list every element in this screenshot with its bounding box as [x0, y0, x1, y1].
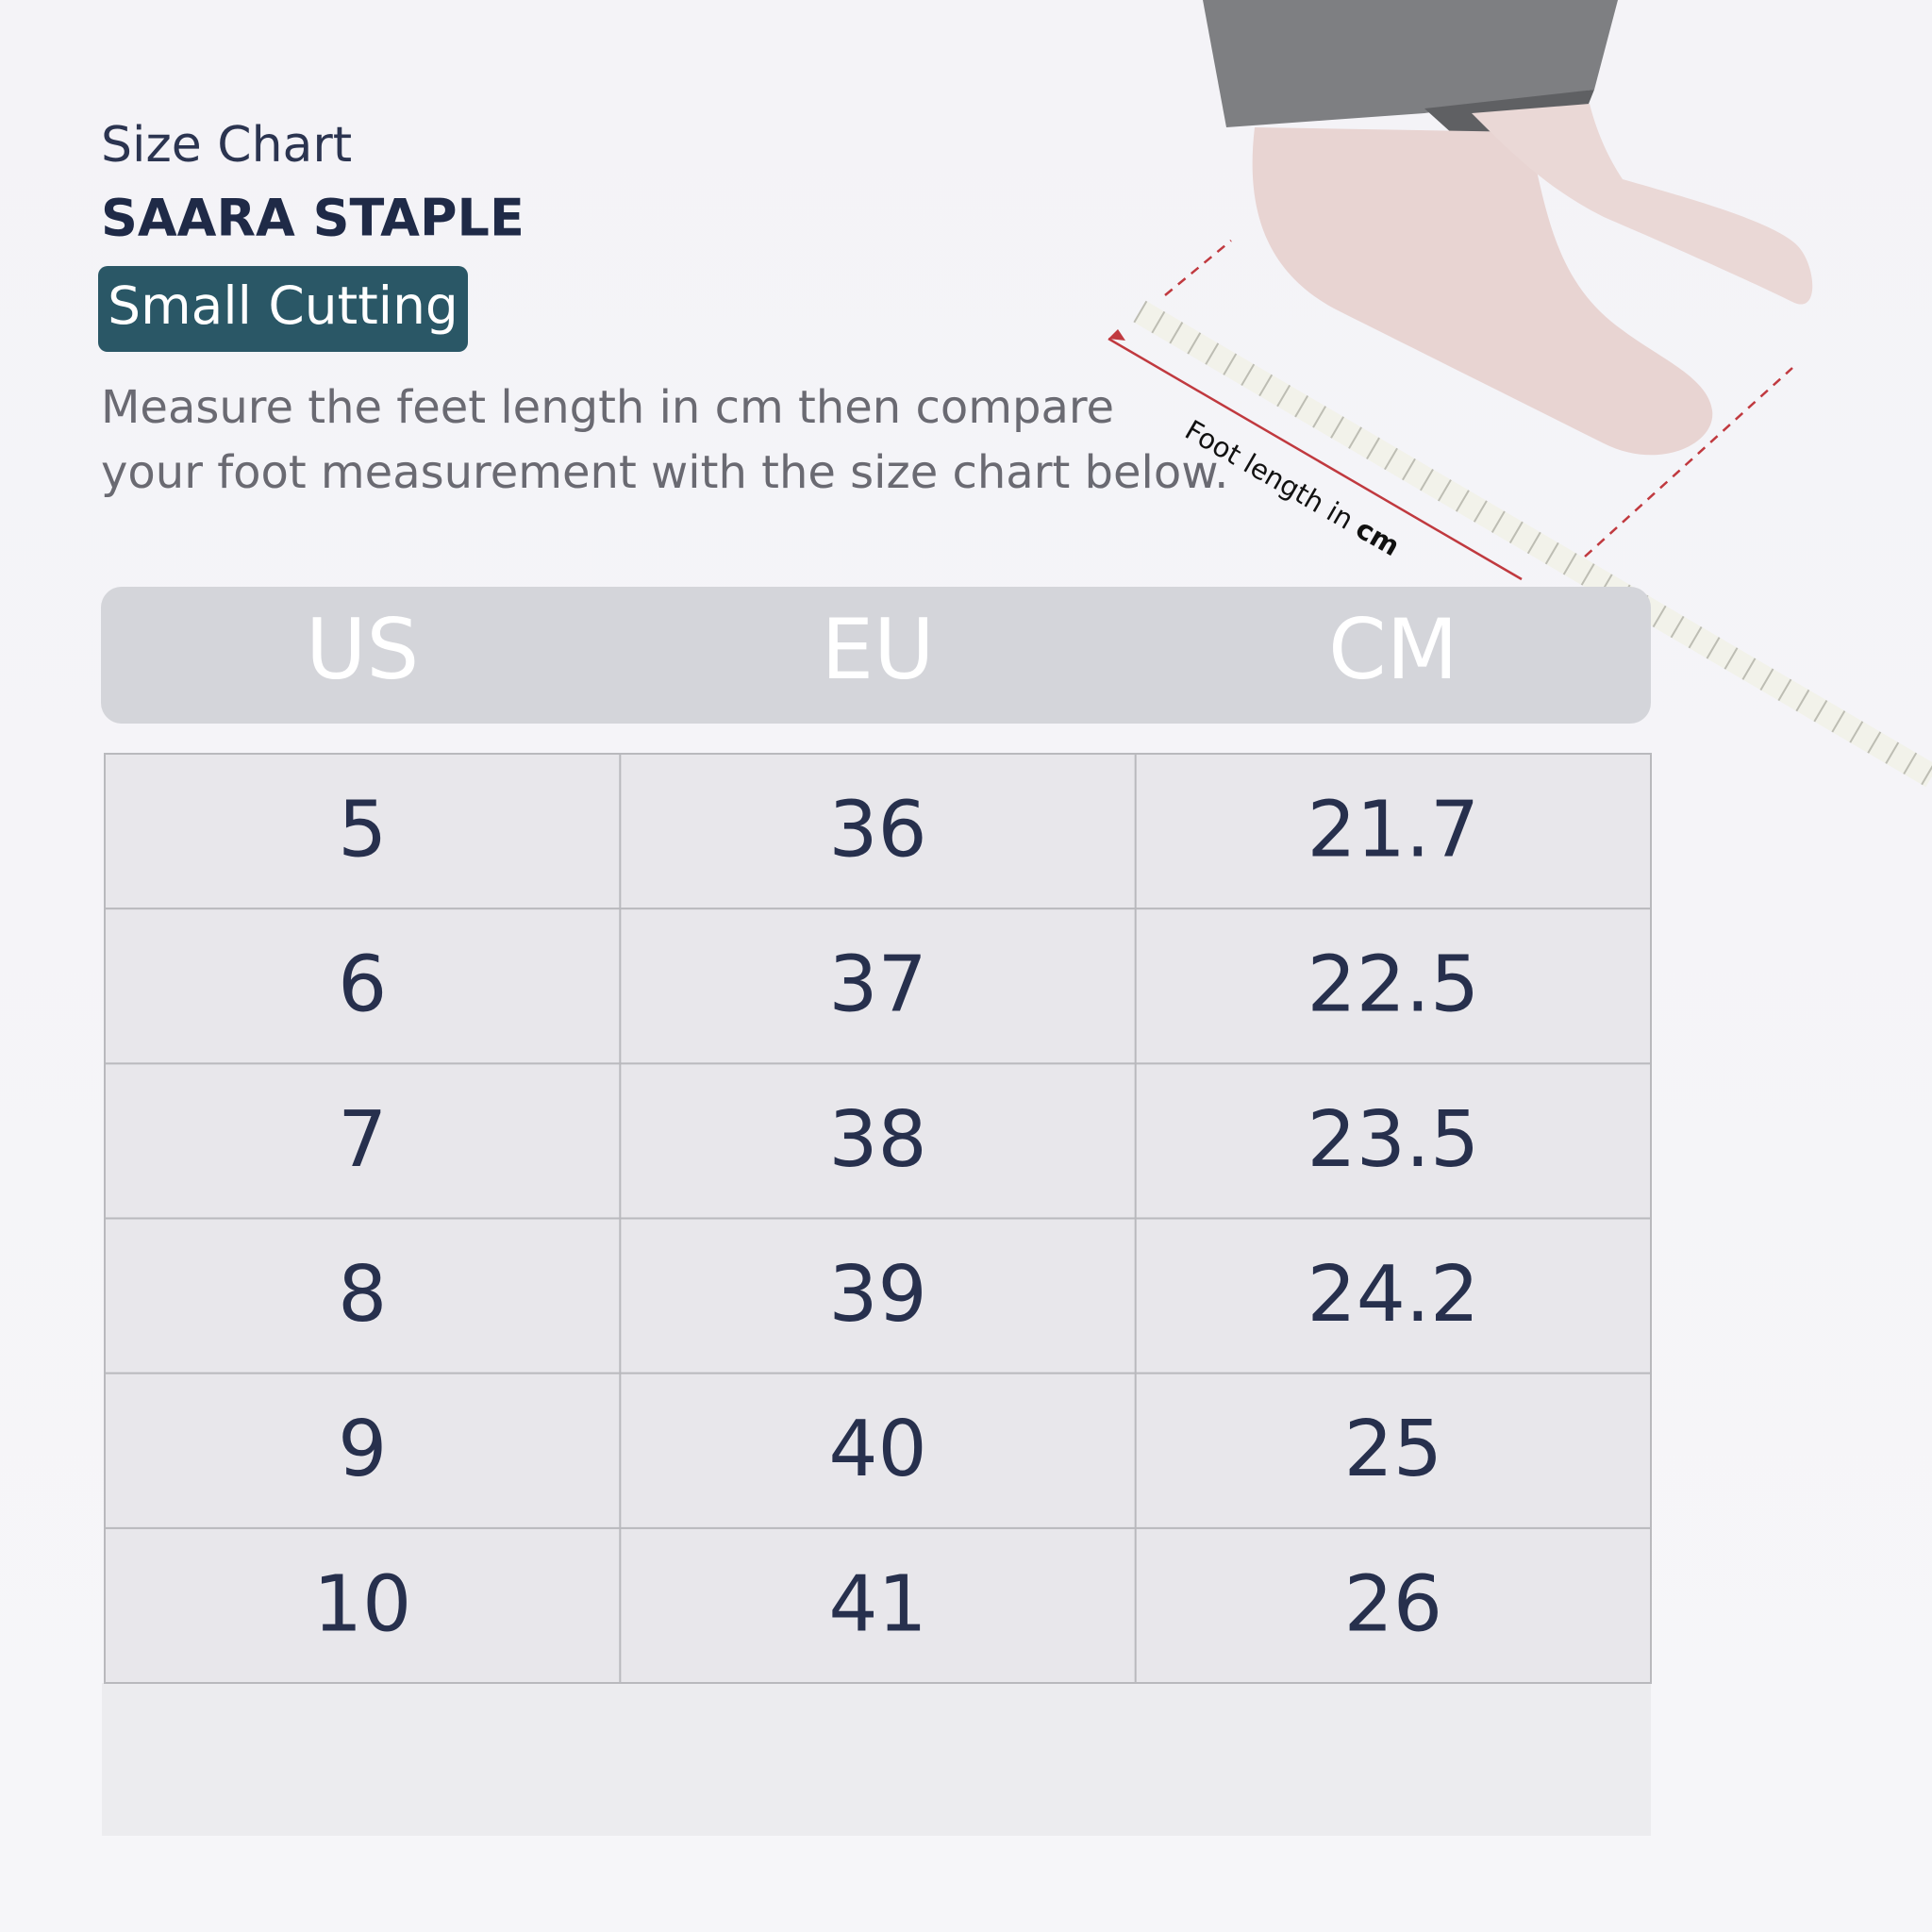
table-header: [101, 587, 1651, 724]
table-cell: 37: [828, 941, 926, 1030]
table-cell: 25: [1344, 1405, 1442, 1494]
product-name: SAARA STAPLE: [101, 189, 525, 248]
badge: [98, 266, 468, 352]
table-cell: 6: [338, 941, 387, 1030]
column-header: CM: [1328, 601, 1457, 698]
instructions: Measure the feet length in cm then compa…: [101, 381, 1114, 434]
arrow-head: [1108, 329, 1125, 341]
foot-right: [1472, 104, 1813, 305]
table-cell: 7: [338, 1095, 387, 1185]
table-cell: 24.2: [1307, 1250, 1480, 1340]
table-cell: 21.7: [1307, 786, 1480, 875]
table-cell: 9: [338, 1405, 387, 1494]
table-cell: 40: [828, 1405, 926, 1494]
table-cell: 26: [1344, 1559, 1442, 1649]
table-cell: 22.5: [1307, 941, 1480, 1030]
trouser: [1203, 0, 1618, 127]
guide-line: [1164, 240, 1232, 296]
table-cell: 23.5: [1307, 1095, 1480, 1185]
column-header: US: [306, 601, 419, 698]
table-cell: 10: [313, 1559, 411, 1649]
instructions: your foot measurement with the size char…: [101, 446, 1228, 499]
measure-line: [1108, 337, 1523, 581]
table-cell: 5: [338, 786, 387, 875]
table-cell: 8: [338, 1250, 387, 1340]
table-footer-panel: [102, 1683, 1651, 1836]
table-cell: 39: [828, 1250, 926, 1340]
badge-text: Small Cutting: [108, 275, 458, 336]
title: Size Chart: [101, 117, 352, 174]
tape-measure: [1133, 300, 1932, 788]
column-header: EU: [821, 601, 934, 698]
table-cell: 41: [828, 1559, 926, 1649]
size-table: US EU CM 5 36 21.7 6 37 22.5 7 38 23.5 8 39 24.2 9 40 25 1…: [104, 601, 1652, 1684]
foot-left: [1252, 127, 1713, 456]
table-cell: 36: [828, 786, 926, 875]
table-cell: 38: [828, 1095, 926, 1185]
guide-line: [1584, 367, 1793, 558]
